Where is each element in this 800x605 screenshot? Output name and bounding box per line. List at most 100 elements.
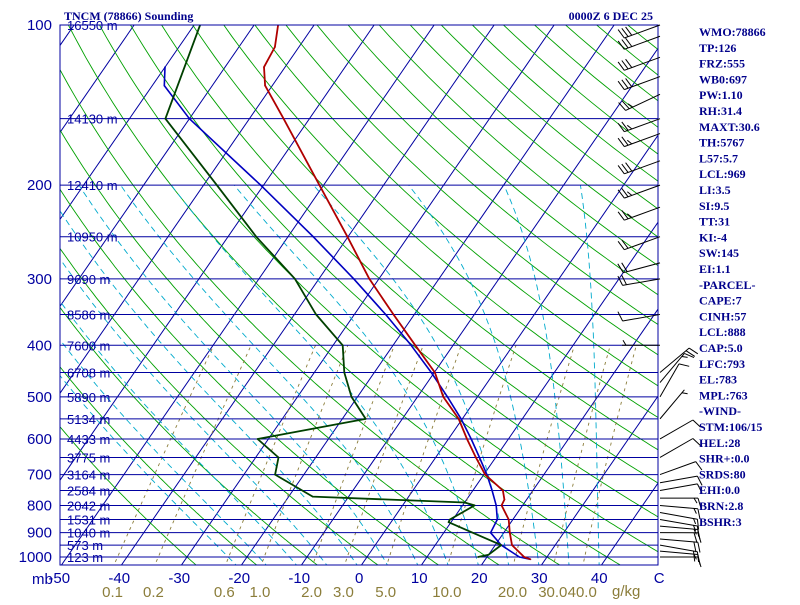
moist-adiabat-line [171, 185, 449, 568]
dewpoint-curve-point [344, 372, 346, 374]
mixing-ratio-unit-label: g/kg [612, 583, 640, 600]
temperature-curve-point [508, 519, 510, 521]
profile-curves [164, 24, 532, 560]
wind-barb [618, 77, 660, 90]
sounding-index: -PARCEL- [699, 278, 755, 292]
parcel-curve-point [164, 85, 166, 87]
temperature-tick-label: 10 [411, 570, 428, 587]
temperature-curve-point [475, 457, 477, 459]
sounding-index: CAPE:7 [699, 294, 742, 308]
sounding-index: BSHR:3 [699, 515, 742, 529]
isotherm-line [539, 25, 800, 568]
temperature-tick-label: 20 [471, 570, 488, 587]
sounding-index: KI:-4 [699, 230, 727, 244]
wind-barb-staff [660, 462, 696, 475]
wind-barb-feather [689, 348, 698, 354]
parcel-curve-point [519, 556, 521, 558]
wind-barb-feather [697, 552, 698, 562]
pressure-tick-label: 300 [27, 271, 52, 288]
wind-barb-staff [660, 545, 697, 552]
temperature-curve-point [369, 278, 371, 280]
height-label: 9690 m [67, 272, 110, 287]
parcel-curve-point [164, 66, 166, 68]
wind-barb [660, 498, 701, 508]
temperature-tick-label: -30 [168, 570, 190, 587]
dewpoint-curve-point [448, 521, 450, 523]
wind-barb-staff [660, 476, 697, 483]
parcel-curve-point [479, 457, 481, 459]
height-label: 3164 m [67, 468, 110, 483]
wind-barb-feather [627, 140, 632, 144]
pressure-tick-label: 800 [27, 497, 52, 514]
dewpoint-curve-point [255, 236, 257, 238]
temperature-curve [264, 25, 530, 559]
sounding-index: RH:31.4 [699, 104, 742, 118]
parcel-curve-point [189, 118, 191, 120]
mixing-ratio-line [260, 345, 348, 568]
height-label: 8586 m [67, 307, 110, 322]
height-label: 14130 m [67, 112, 118, 127]
dewpoint-curve-point [216, 184, 218, 186]
temperature-tick-label: 0 [355, 570, 363, 587]
sounding-index: PW:1.10 [699, 88, 743, 102]
parcel-curve-point [410, 345, 412, 347]
pressure-unit-label: mb [32, 571, 53, 588]
dry-adiabat-line [68, 25, 625, 568]
wind-barb-feather [627, 125, 632, 129]
wind-barb-staff [623, 314, 660, 321]
temperature-curve-point [415, 345, 417, 347]
sounding-index: SW:145 [699, 246, 739, 260]
dry-adiabat-line [441, 25, 800, 568]
temperature-curve-point [443, 396, 445, 398]
mixing-ratio-line [582, 345, 636, 568]
wind-barb [618, 237, 660, 250]
dewpoint-curve-point [449, 519, 451, 521]
pressure-tick-label: 400 [27, 337, 52, 354]
wind-barb-feather [679, 364, 689, 366]
temperature-curve-point [530, 559, 532, 561]
pressure-tick-label: 600 [27, 431, 52, 448]
mixing-ratio-label: 0.6 [214, 584, 235, 600]
height-label: 12410 m [67, 178, 118, 193]
sounding-index: BRN:2.8 [699, 499, 743, 513]
dewpoint-curve-point [278, 457, 280, 459]
wind-barb-feather [622, 275, 627, 284]
height-label: 4433 m [67, 432, 110, 447]
wind-barb [618, 25, 660, 38]
temperature-curve-point [274, 46, 276, 48]
wind-barb-staff [660, 551, 698, 554]
wind-barb-staff [660, 513, 697, 520]
sounding-index: EL:783 [699, 373, 737, 387]
temperature-curve-point [501, 505, 503, 507]
parcel-curve-point [312, 236, 314, 238]
temperature-unit-tick: C [654, 570, 665, 587]
parcel-curve-point [491, 490, 493, 492]
wind-barb-feather [618, 312, 623, 321]
dry-adiabat-line [504, 25, 800, 568]
temperature-curve-point [319, 184, 321, 186]
wind-barb-staff [660, 539, 698, 542]
wind-barb-feather [698, 542, 700, 552]
sounding-index: MAXT:30.6 [699, 120, 760, 134]
parcel-curve-point [497, 519, 499, 521]
wind-barb [660, 439, 701, 458]
height-label: 10950 m [67, 230, 118, 245]
moist-adiabat-line [79, 185, 389, 568]
temperature-curve-point [458, 418, 460, 420]
pressure-tick-label: 700 [27, 467, 52, 484]
wind-barb-staff [660, 348, 689, 372]
mixing-ratio-line [553, 345, 611, 568]
wind-barb-feather [694, 508, 697, 513]
wind-barb-staff [623, 279, 660, 286]
wind-barb [660, 484, 702, 493]
dewpoint-curve-point [274, 474, 276, 476]
moist-adiabat-line [234, 185, 479, 568]
wind-barb [618, 57, 660, 70]
sounding-index: EI:1.1 [699, 262, 731, 276]
wind-barb-staff [660, 484, 697, 491]
wind-barb-feather [618, 264, 624, 273]
wind-barb-staff [660, 420, 693, 439]
dry-adiabat-line [0, 25, 261, 568]
